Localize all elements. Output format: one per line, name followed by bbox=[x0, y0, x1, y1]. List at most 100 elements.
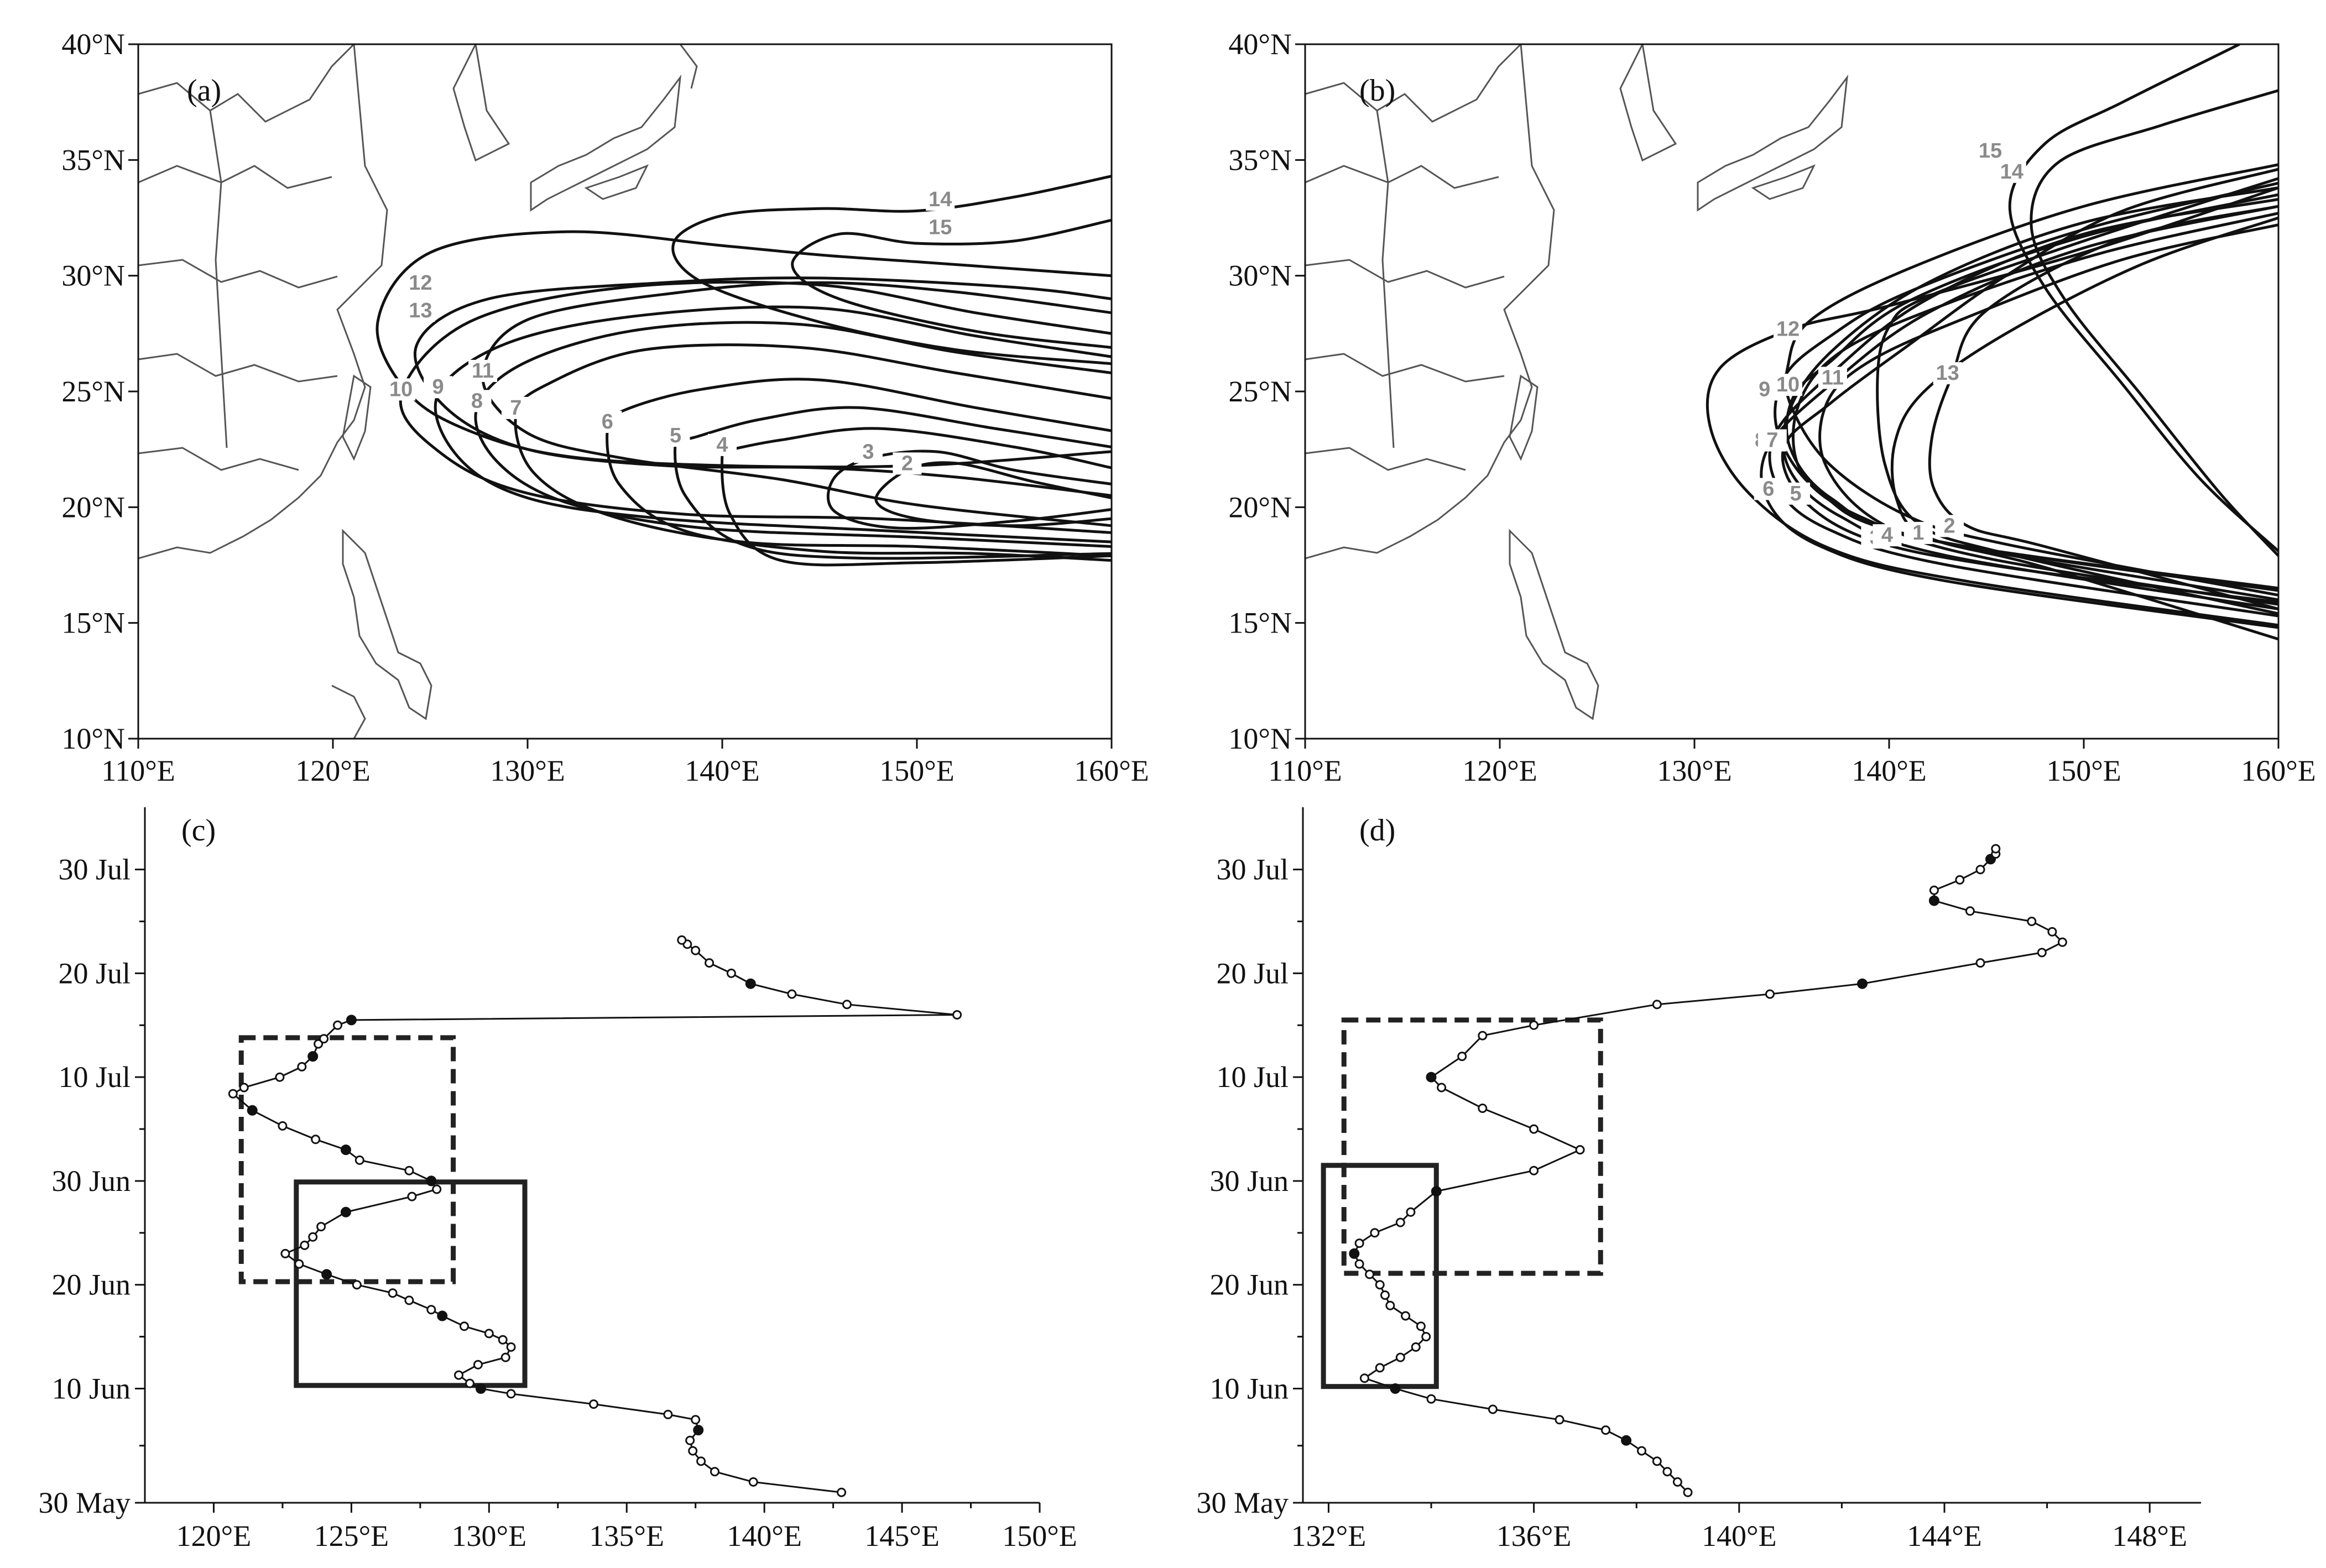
panel-b-track-label: 15 bbox=[1979, 139, 2002, 163]
panel-c-point bbox=[352, 1280, 362, 1290]
panel-a-y-tick-label: 10°N bbox=[61, 722, 125, 755]
panel-a-x-tick-label: 130°E bbox=[490, 754, 565, 787]
panel-d-point bbox=[2037, 948, 2047, 958]
panel-b-track-8 bbox=[1785, 193, 2278, 592]
panel-d-point bbox=[1354, 1238, 1364, 1248]
panel-a-track-label-bg bbox=[708, 433, 737, 456]
panel-c-point bbox=[465, 1378, 474, 1388]
panel-b-y-tick-label: 20°N bbox=[1228, 490, 1292, 524]
panel-c-point bbox=[278, 1121, 288, 1131]
panel-d-point bbox=[1555, 1415, 1564, 1425]
panel-c-point bbox=[437, 1310, 448, 1321]
panel-a-track-8 bbox=[514, 343, 1112, 557]
panel-d-point bbox=[1975, 865, 1985, 875]
panel-d-point bbox=[1349, 1248, 1360, 1259]
panel-c-point bbox=[426, 1305, 436, 1315]
panel-b-track-label-bg bbox=[1773, 374, 1802, 396]
panel-a-track-label-bg bbox=[926, 189, 955, 211]
panel-c-point bbox=[340, 1206, 351, 1217]
panel-d-point bbox=[1965, 906, 1975, 916]
panel-a-track-label-bg bbox=[893, 452, 922, 475]
panel-d-x-tick-label: 136°E bbox=[1496, 1519, 1572, 1553]
panel-c-point bbox=[354, 1155, 364, 1165]
panel-c-y-tick-label: 20 Jul bbox=[58, 957, 131, 990]
panel-c-y-tick-label: 30 Jul bbox=[58, 853, 131, 886]
panel-d-point bbox=[1457, 1052, 1467, 1062]
panel-b-track-label: 4 bbox=[1881, 524, 1893, 547]
panel-a-track-label-bg bbox=[424, 376, 453, 399]
panel-d-point bbox=[1955, 875, 1965, 885]
panel-d-point bbox=[1529, 1124, 1539, 1134]
panel-c-dashed-box bbox=[238, 1035, 456, 1284]
panel-d-y-tick-label: 30 May bbox=[1197, 1486, 1289, 1519]
panel-d-point bbox=[1488, 1404, 1498, 1414]
panel-a-track-13 bbox=[874, 461, 1112, 527]
panel-b-track-label-bg bbox=[1773, 318, 1802, 341]
panel-c-series bbox=[228, 935, 962, 1497]
panel-b-y-tick-label: 30°N bbox=[1228, 259, 1292, 292]
panel-d-series-line bbox=[1353, 849, 2064, 1493]
panel-b-track-label: 12 bbox=[1776, 318, 1800, 341]
panel-a-coastline bbox=[138, 44, 698, 739]
panel-c-point bbox=[710, 1467, 719, 1477]
panel-a-track-label-bg bbox=[462, 390, 492, 412]
panel-a-track-label: 12 bbox=[409, 271, 432, 295]
panel-c-y-tick-label: 30 May bbox=[39, 1486, 131, 1519]
panel-c-point bbox=[726, 968, 736, 978]
panel-c-x-tick-label: 150°E bbox=[1002, 1519, 1077, 1553]
panel-b-track-label-bg bbox=[1781, 482, 1811, 505]
panel-d-point bbox=[1395, 1352, 1405, 1362]
panel-b-track-label: 6 bbox=[1762, 477, 1774, 500]
panel-a-track-label-bg bbox=[406, 300, 435, 322]
panel-c-y-tick-label: 10 Jul bbox=[58, 1060, 131, 1094]
panel-a-frame bbox=[137, 43, 1113, 740]
panel-c-point bbox=[228, 1089, 238, 1099]
panel-a-track-label-bg bbox=[501, 396, 530, 419]
panel-a: 14 15 12 13 11 10 9 8 7 6 5 4 3 2 110°E 120°E 130°E 140°… bbox=[61, 28, 1149, 787]
panel-c-point bbox=[506, 1342, 516, 1352]
panel-b-track-2 bbox=[1781, 168, 2278, 604]
panel-a-track-label-bg bbox=[387, 378, 416, 401]
panel-b-track-14 bbox=[1706, 186, 2278, 627]
panel-c-point bbox=[691, 1415, 701, 1425]
panel-c-point bbox=[404, 1165, 414, 1175]
panel-c-point bbox=[333, 1020, 342, 1030]
panel-b-y-tick-label: 35°N bbox=[1228, 143, 1292, 176]
panel-c-point bbox=[787, 989, 797, 999]
panel-b-track-label-bg bbox=[1933, 362, 1962, 385]
panel-b-y-tick-label: 25°N bbox=[1228, 375, 1292, 408]
panel-a-track-label-bg bbox=[854, 441, 883, 463]
panel-d-y-tick-label: 30 Jul bbox=[1216, 853, 1289, 886]
panel-b-track-label-bg bbox=[1997, 160, 2026, 183]
panel-a-y-tick-label: 30°N bbox=[61, 259, 125, 292]
panel-b-axes: 110°E 120°E 130°E 140°E 150°E 160°E 10°N 15°N 20… bbox=[1228, 28, 2315, 787]
panel-b-x-tick-label: 150°E bbox=[2046, 754, 2121, 787]
panel-b-track-label-bg bbox=[1818, 367, 1847, 389]
panel-d-point bbox=[1975, 958, 1985, 968]
panel-d-axes: 132°E 136°E 140°E 144°E 148°E 30 May 10 Jun 20 … bbox=[1197, 853, 2187, 1553]
panel-c-point bbox=[677, 935, 687, 945]
panel-d-point bbox=[1928, 895, 1939, 906]
panel-c-label: (c) bbox=[181, 813, 216, 848]
panel-c-point bbox=[842, 1000, 852, 1010]
panel-d-point bbox=[1380, 1290, 1390, 1300]
panel-d-y-tick-label: 20 Jun bbox=[1209, 1268, 1289, 1302]
panel-b-x-tick-label: 130°E bbox=[1657, 754, 1732, 787]
panel-d-point bbox=[1662, 1467, 1672, 1477]
panel-a-track-label-bg bbox=[593, 410, 622, 433]
panel-c-point bbox=[748, 1477, 758, 1487]
panel-d-point bbox=[1601, 1425, 1610, 1435]
panel-c-y-tick-label: 20 Jun bbox=[51, 1268, 131, 1302]
panel-a-track-label: 14 bbox=[929, 188, 952, 211]
panel-c-point bbox=[308, 1232, 318, 1242]
panel-a-track-label: 6 bbox=[602, 410, 613, 433]
panel-a-y-tick-label: 20°N bbox=[61, 490, 125, 524]
panel-a-track-label: 9 bbox=[432, 375, 444, 399]
panel-d-x-tick-label: 132°E bbox=[1291, 1519, 1367, 1553]
panel-c-point bbox=[388, 1288, 398, 1298]
panel-a-track-label: 13 bbox=[409, 299, 432, 322]
panel-b-x-tick-label: 160°E bbox=[2241, 754, 2316, 787]
panel-c-x-tick-label: 130°E bbox=[452, 1519, 527, 1553]
panel-a-track-label: 3 bbox=[862, 440, 874, 463]
panel-c-x-tick-label: 140°E bbox=[727, 1519, 802, 1553]
